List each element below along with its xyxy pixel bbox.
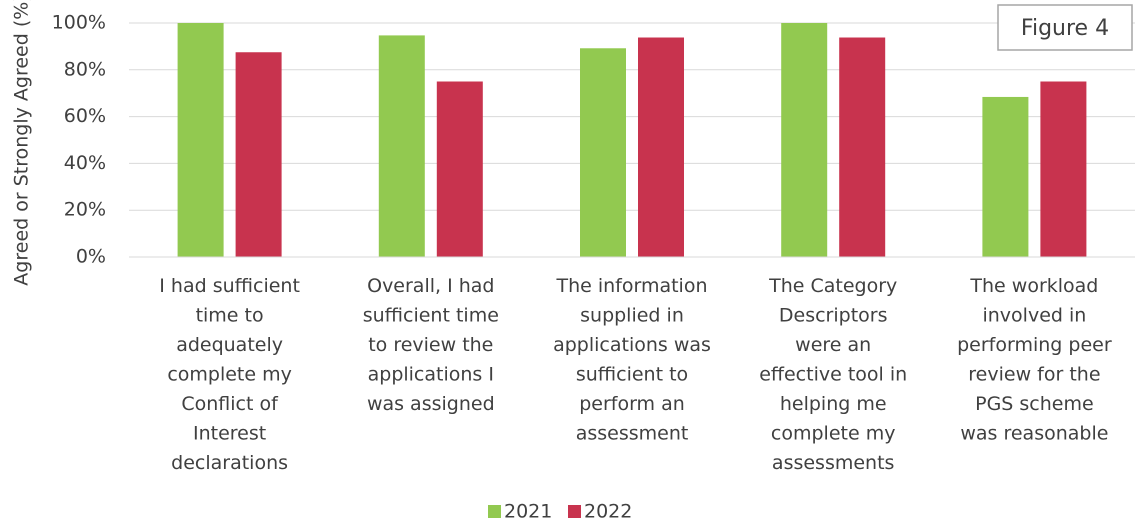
annotation: Figure 4 xyxy=(1021,16,1109,41)
bar xyxy=(436,81,483,257)
x-tick-label: Overall, I had sufficient time to review t… xyxy=(363,275,499,415)
bar xyxy=(638,37,684,258)
bar xyxy=(235,52,282,257)
legend-swatch xyxy=(568,505,581,518)
x-tick-label: I had sufficient time to adequately complet… xyxy=(159,275,300,474)
y-tick-label: 0% xyxy=(76,246,106,268)
bar xyxy=(982,96,1029,257)
y-tick-label: 40% xyxy=(64,152,106,174)
bar xyxy=(580,48,626,257)
bar xyxy=(839,37,886,258)
annotation-box xyxy=(997,4,1133,51)
x-tick-label: The information supplied in applications w… xyxy=(553,275,711,445)
bar xyxy=(781,23,828,257)
y-tick-label: 100% xyxy=(52,12,106,34)
legend-label: 2022 xyxy=(584,501,632,521)
y-tick-label: 60% xyxy=(64,105,106,127)
bar xyxy=(1040,81,1087,257)
x-tick-label: The workload involved in performing peer re… xyxy=(957,275,1112,445)
bar xyxy=(177,23,224,257)
y-tick-label: 20% xyxy=(64,199,106,221)
y-axis-label: Agreed or Strongly Agreed (%) xyxy=(11,0,33,286)
legend-label: 2021 xyxy=(504,501,552,521)
y-tick-label: 80% xyxy=(64,58,106,80)
x-tick-label: The Category Descriptors were an effective … xyxy=(759,275,907,474)
legend-swatch xyxy=(488,505,501,518)
bar xyxy=(378,35,425,257)
